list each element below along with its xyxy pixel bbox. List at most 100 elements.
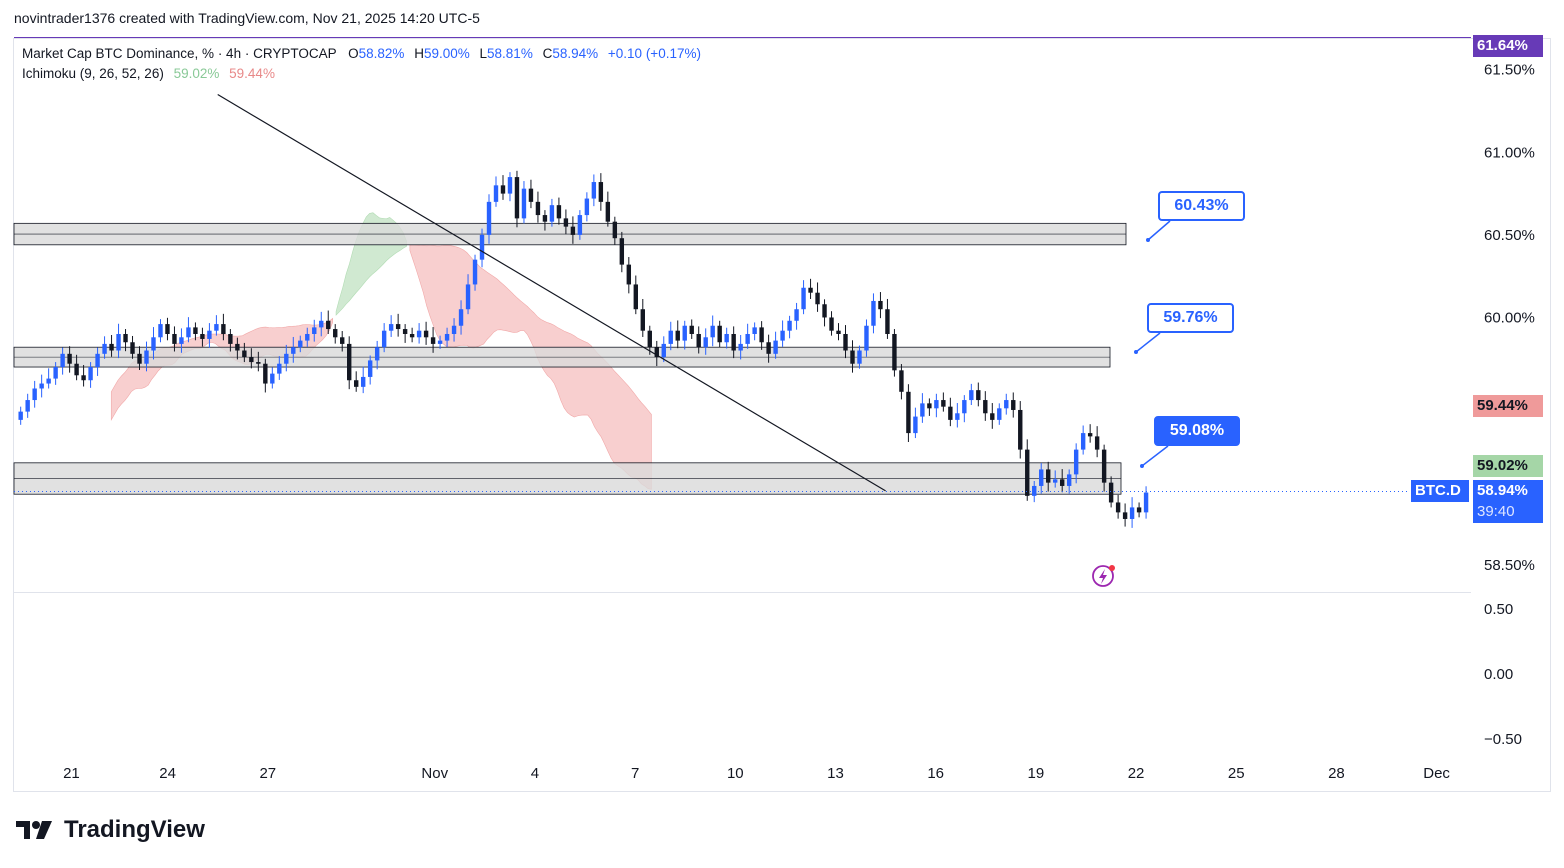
candle-body [934, 400, 939, 409]
flash-icon[interactable] [1092, 565, 1115, 587]
candles[interactable] [18, 170, 1149, 528]
candle-body [1039, 469, 1044, 486]
y-tick-label: 61.50% [1484, 62, 1535, 79]
candle-body [724, 333, 729, 343]
callout-middle[interactable]: 59.76% [1147, 303, 1234, 333]
candle-body [857, 350, 862, 364]
callout-pointer [1141, 445, 1169, 467]
candle-body [423, 330, 429, 338]
candle-body [395, 324, 401, 330]
candle-body [892, 333, 897, 371]
y-tick-label: 61.00% [1484, 144, 1535, 161]
callout-anchor [1140, 464, 1144, 468]
candle-body [291, 347, 296, 354]
last-price-tag: 58.94% [1473, 480, 1543, 502]
chart-frame [13, 38, 1551, 792]
candle-body [780, 330, 785, 341]
candle-body [277, 363, 282, 374]
candle-body [472, 259, 478, 285]
callout-upper[interactable]: 60.43% [1158, 191, 1245, 221]
candle-body [228, 333, 233, 344]
x-tick-label: 21 [63, 765, 80, 782]
candle-body [878, 300, 883, 310]
indicator-legend[interactable]: Ichimoku (9, 26, 52, 26) 59.02% 59.44% [22, 66, 275, 81]
candle-body [906, 391, 911, 434]
candle-body [535, 201, 541, 216]
candle-body [102, 343, 107, 354]
high-value: 59.00% [423, 46, 470, 61]
candle-body [794, 309, 799, 321]
candle-body [654, 347, 659, 358]
x-tick-label: 4 [531, 765, 539, 782]
candle-body [675, 330, 680, 341]
candle-body [144, 350, 149, 364]
symbol-legend[interactable]: Market Cap BTC Dominance, % · 4h · CRYPT… [22, 46, 701, 61]
x-tick-label: 22 [1128, 765, 1145, 782]
bar-countdown: 39:40 [1473, 501, 1543, 523]
candle-body [731, 333, 736, 351]
indicator-value-red: 59.44% [229, 66, 275, 81]
ichimoku-red-tag: 59.44% [1473, 395, 1543, 417]
candle-body [367, 360, 373, 377]
candle-body [871, 300, 876, 326]
candle-body [165, 324, 170, 334]
candle-body [1094, 436, 1100, 450]
candle-body [1143, 492, 1149, 513]
symbol-title: Market Cap BTC Dominance, % · 4h · CRYPT… [22, 46, 337, 61]
time-axis[interactable]: 21 24 27 Nov 4 7 10 13 16 19 22 25 28 Dec [63, 765, 1450, 782]
candle-body [689, 325, 694, 334]
candle-body [1059, 479, 1065, 486]
candle-body [745, 333, 750, 344]
candle-body [1129, 507, 1135, 519]
candle-body [640, 309, 645, 331]
downtrend-line [217, 93, 886, 492]
candle-body [717, 325, 722, 343]
candle-body [577, 215, 583, 235]
candle-body [270, 373, 275, 384]
candle-body [528, 188, 534, 202]
candle-body [1087, 433, 1093, 437]
candle-body [53, 367, 58, 379]
candle-body [333, 329, 338, 338]
candle-body [556, 205, 562, 219]
candle-body [969, 390, 974, 401]
indicator-value-green: 59.02% [173, 66, 220, 81]
candle-body [542, 215, 548, 222]
candle-body [773, 340, 778, 354]
candle-body [256, 362, 261, 364]
candle-body [1018, 409, 1023, 450]
candle-body [885, 309, 890, 334]
close-value: 58.94% [552, 46, 599, 61]
symbol-badge: BTC.D [1411, 480, 1469, 502]
candle-body [151, 337, 156, 351]
candle-body [962, 400, 967, 414]
tradingview-brand[interactable]: TradingView [16, 816, 205, 844]
drawings[interactable] [217, 93, 1171, 492]
candle-body [347, 343, 352, 381]
candle-body [829, 317, 834, 331]
candle-body [500, 185, 506, 194]
candle-body [137, 353, 142, 364]
candle-body [18, 411, 23, 420]
callout-lower[interactable]: 59.08% [1154, 416, 1240, 446]
candle-body [249, 357, 254, 363]
candle-body [696, 333, 701, 348]
candle-body [416, 330, 422, 338]
candle-body [186, 327, 191, 338]
candle-body [458, 309, 464, 326]
x-tick-label: Dec [1423, 765, 1450, 782]
x-tick-label: Nov [421, 765, 448, 782]
y-tick-label: 60.50% [1484, 227, 1535, 244]
x-tick-label: 24 [159, 765, 176, 782]
candle-body [598, 182, 604, 202]
candle-body [521, 188, 527, 219]
candle-body [976, 390, 981, 401]
x-tick-label: 27 [259, 765, 276, 782]
candle-body [39, 383, 44, 389]
open-label: O [348, 46, 359, 61]
candle-body [997, 408, 1002, 420]
candle-body [836, 330, 841, 334]
y-tick-label: 60.00% [1484, 309, 1535, 326]
candle-body [214, 324, 219, 331]
